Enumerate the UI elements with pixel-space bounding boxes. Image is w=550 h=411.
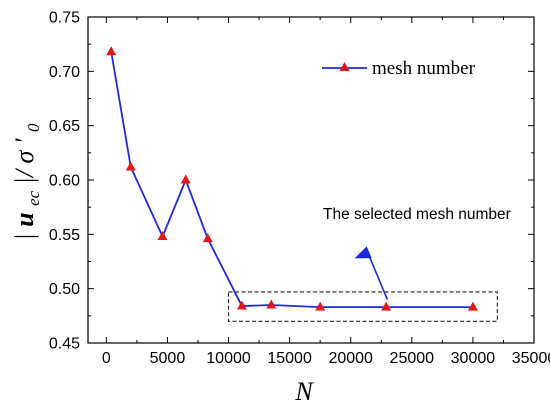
data-point-marker (202, 233, 213, 243)
y-axis-title: | u ec |/ σ ′ 0 (10, 123, 45, 241)
annotation-label: The selected mesh number (323, 206, 511, 223)
data-point-marker (106, 46, 117, 56)
annotation-arrow (354, 246, 389, 300)
data-point-marker (467, 301, 478, 311)
legend-label: mesh number (372, 58, 476, 79)
data-point-marker (381, 301, 392, 311)
y-axis-title-u: u (10, 212, 39, 226)
x-tick-label: 25000 (390, 350, 435, 367)
series-layer (106, 46, 478, 311)
selection-box (227, 291, 498, 322)
y-axis-ticks: 0.45 0.50 0.55 0.60 0.65 0.70 0.75 (49, 10, 534, 353)
y-axis-title-subscript-zero: 0 (24, 123, 43, 132)
legend-marker (339, 62, 350, 71)
y-tick-label: 0.50 (49, 281, 80, 298)
y-tick-label: 0.70 (49, 64, 80, 81)
y-axis-title-open-bar: | (10, 233, 39, 240)
y-axis-title-subscript: ec (24, 190, 43, 206)
y-tick-label: 0.65 (49, 118, 80, 135)
y-axis-title-sigma: σ (10, 149, 39, 163)
x-tick-label: 15000 (267, 350, 312, 367)
series-line (110, 51, 473, 309)
data-point-marker (157, 231, 168, 241)
y-tick-label: 0.75 (49, 10, 80, 27)
data-point-marker (180, 174, 191, 184)
x-tick-label: 20000 (328, 350, 373, 367)
x-tick-label: 10000 (206, 350, 251, 367)
annotation-layer: The selected mesh number (227, 206, 511, 322)
data-point-marker (125, 161, 136, 171)
x-tick-label: 0 (102, 350, 111, 367)
y-axis-title-close-bar: |/ (10, 167, 39, 184)
x-axis-title: N (294, 377, 314, 406)
y-tick-label: 0.55 (49, 227, 80, 244)
svg-text:| u ec |/: | u ec |/ σ ′ 0 (10, 123, 45, 241)
x-tick-label: 5000 (150, 350, 186, 367)
data-point-marker (266, 299, 277, 309)
x-tick-label: 30000 (451, 350, 496, 367)
data-point-marker (236, 300, 247, 310)
y-axis-title-prime: ′ (10, 138, 39, 144)
data-point-marker (315, 301, 326, 311)
legend: mesh number (322, 58, 476, 79)
y-tick-label: 0.60 (49, 173, 80, 190)
y-tick-label: 0.45 (49, 336, 80, 353)
